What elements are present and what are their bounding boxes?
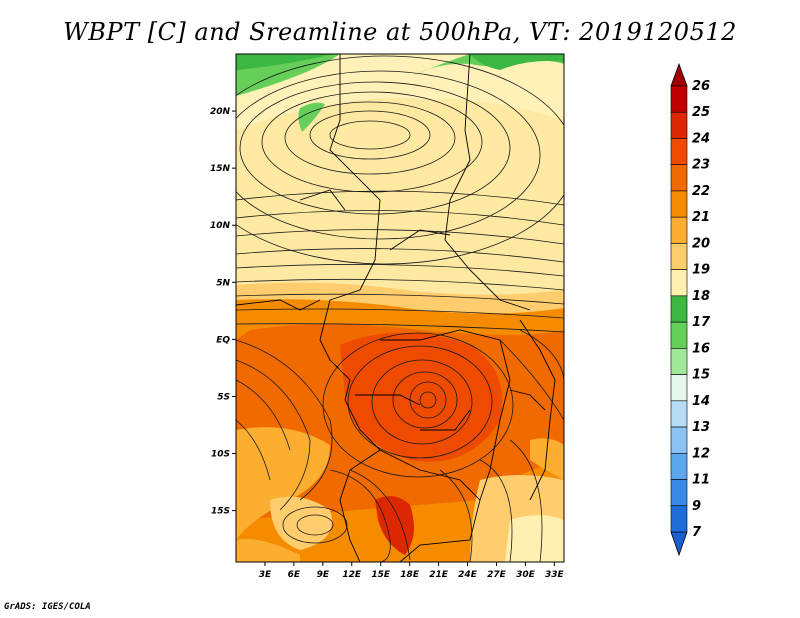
map-title: WBPT [C] and Sreamline at 500hPa, VT: 20… [63, 18, 737, 46]
colorbar-top-arrow [670, 62, 688, 87]
lat-tick-label: 20N [210, 107, 231, 117]
colorbar-label: 7 [692, 525, 702, 540]
colorbar-label: 16 [692, 341, 710, 356]
lat-tick-label: 10N [210, 221, 231, 231]
lon-tick-label: 12E [342, 570, 362, 580]
colorbar-label: 19 [692, 263, 710, 278]
colorbar-swatch [670, 426, 688, 454]
colorbar-label: 17 [692, 315, 711, 330]
colorbar-swatch [670, 85, 688, 113]
lon-tick-label: 15E [371, 570, 391, 580]
colorbar-label: 12 [692, 446, 710, 461]
colorbar-swatch [670, 348, 688, 375]
lon-tick-label: 27E [487, 570, 507, 580]
colorbar-label: 22 [692, 184, 710, 199]
wbpt-field [236, 54, 564, 562]
lat-tick-label: 5S [217, 392, 230, 402]
country-borders [236, 54, 556, 562]
colorbar-label: 21 [692, 210, 710, 225]
colorbar-swatch [670, 111, 688, 139]
colorbar: 26 25 24 23 22 21 20 19 18 17 16 15 14 13 12 11 9 7 [670, 62, 711, 557]
colorbar-label: 11 [692, 473, 710, 488]
colorbar-swatch [670, 479, 688, 507]
lon-tick-label: 18E [400, 570, 420, 580]
longitude-axis: 3E 6E 9E 12E 15E 18E 21E 24E 27E 30E 33E [259, 562, 565, 580]
colorbar-swatch [670, 243, 688, 270]
colorbar-label: 23 [692, 158, 710, 173]
colorbar-swatch [670, 295, 688, 323]
colorbar-label: 26 [692, 79, 710, 94]
lon-tick-label: 33E [545, 570, 565, 580]
map-frame [235, 53, 565, 563]
colorbar-swatch [670, 452, 688, 480]
colorbar-swatch [670, 164, 688, 192]
lon-tick-label: 21E [429, 570, 449, 580]
colorbar-swatch [670, 321, 688, 349]
lat-tick-label: 10S [211, 450, 230, 460]
lat-tick-label: 5N [216, 278, 230, 288]
colorbar-label: 25 [692, 105, 710, 120]
colorbar-bottom-arrow [670, 531, 688, 557]
colorbar-label: 24 [692, 131, 710, 146]
footer-credit: GrADS: IGES/COLA [4, 602, 91, 612]
lat-tick-label: EQ [216, 335, 230, 345]
colorbar-label: 20 [692, 236, 710, 251]
colorbar-swatch [670, 138, 688, 166]
streamlines [236, 55, 564, 562]
colorbar-swatch [670, 374, 688, 402]
colorbar-swatch [670, 269, 688, 297]
colorbar-swatch [670, 190, 688, 218]
colorbar-label: 9 [692, 499, 701, 514]
lat-tick-label: 15N [210, 164, 231, 174]
lon-tick-label: 30E [516, 570, 536, 580]
latitude-axis: 20N 15N 10N 5N EQ 5S 10S 15S [210, 107, 236, 517]
lon-tick-label: 3E [259, 570, 272, 580]
lon-tick-label: 6E [288, 570, 301, 580]
colorbar-swatch [670, 400, 688, 428]
colorbar-label: 14 [692, 394, 710, 409]
colorbar-swatch [670, 216, 688, 244]
lon-tick-label: 24E [458, 570, 478, 580]
colorbar-label: 13 [692, 420, 710, 435]
colorbar-swatch [670, 505, 688, 533]
colorbar-label: 15 [692, 368, 710, 383]
lat-tick-label: 15S [211, 507, 230, 517]
lon-tick-label: 9E [317, 570, 330, 580]
colorbar-label: 18 [692, 289, 710, 304]
